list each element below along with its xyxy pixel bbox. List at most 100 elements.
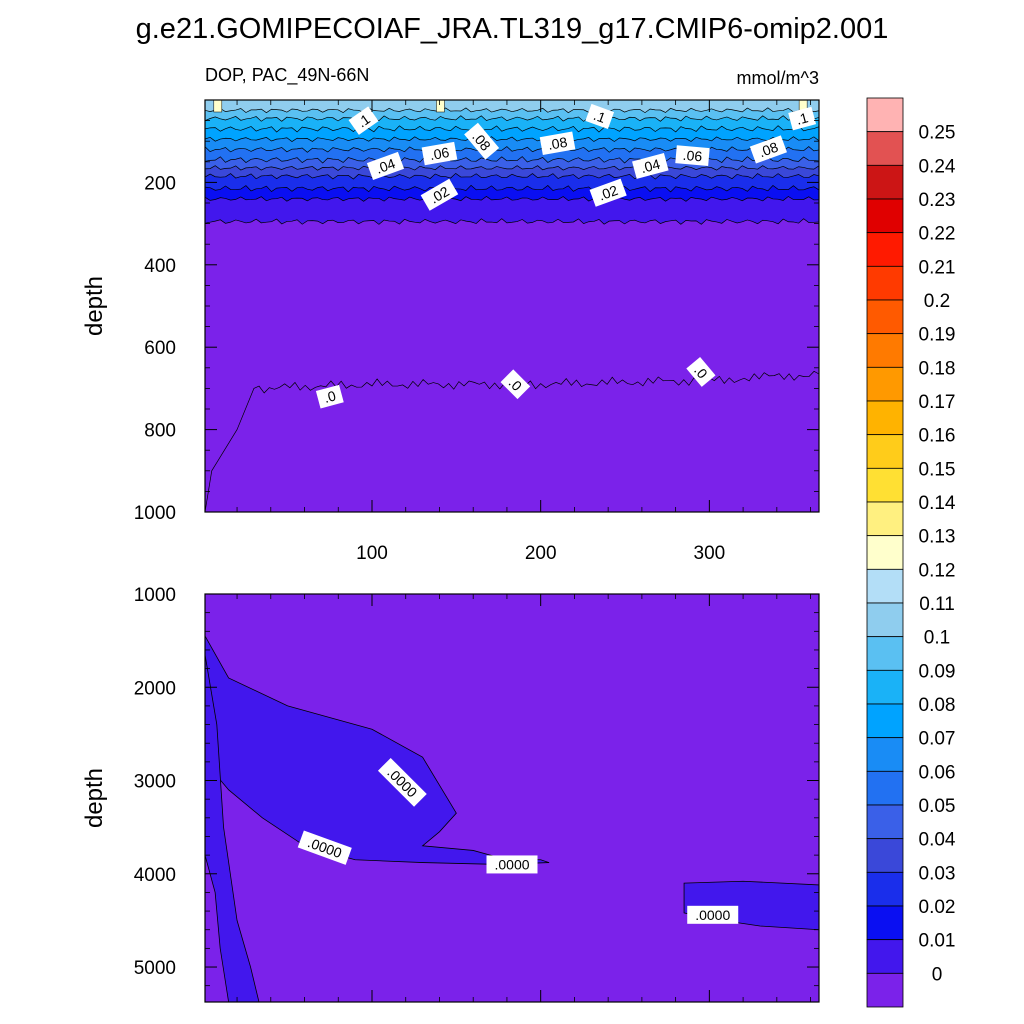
svg-text:.08: .08	[757, 139, 781, 161]
colorbar-label: 0.01	[919, 931, 956, 952]
upper-contour-line	[205, 165, 819, 171]
colorbar-swatch	[866, 265, 904, 301]
upper-ytick-label: 400	[144, 256, 176, 277]
upper-contour-label: .02	[589, 178, 627, 207]
upper-contour-line	[205, 136, 819, 143]
upper-depth-panel: .1.1.1.08.08.08.06.06.04.04.02.02.0.0.0 …	[81, 99, 820, 564]
colorbar-label: 0.13	[919, 527, 956, 548]
upper-surface-patch	[213, 100, 223, 113]
svg-text:.06: .06	[428, 144, 450, 163]
colorbar-swatch	[866, 770, 904, 806]
colorbar-label: 0.24	[919, 156, 956, 177]
colorbar-swatch	[866, 501, 904, 537]
upper-contour-line	[205, 172, 819, 180]
colorbar-swatch	[866, 636, 904, 671]
chart-title: g.e21.GOMIPECOIAF_JRA.TL319_g17.CMIP6-om…	[136, 13, 889, 45]
upper-contour-label: .04	[366, 151, 405, 181]
colorbar-swatch	[866, 568, 904, 604]
colorbar-label: 0.06	[919, 762, 956, 783]
colorbar-label: 0.03	[919, 863, 956, 884]
svg-text:.08: .08	[547, 134, 569, 153]
colorbar-label: 0.14	[919, 493, 956, 514]
upper-contour-line	[205, 146, 819, 153]
colorbar-label: 0.07	[919, 729, 956, 750]
colorbar-swatch	[866, 838, 904, 873]
colorbar-swatch	[866, 164, 904, 200]
colorbar-label: 0.11	[919, 594, 955, 615]
colorbar-label: 0.12	[919, 560, 956, 581]
svg-text:.0000: .0000	[494, 856, 529, 872]
colorbar: 0.25 0.24 0.23 0.22 0.21 0.2 0.19 0.18 0.17 0.16 0…	[866, 97, 956, 1008]
colorbar-swatch	[866, 972, 904, 1008]
svg-text:.06: .06	[682, 147, 703, 165]
upper-contour-label: .1	[348, 106, 379, 135]
svg-text:.1: .1	[591, 107, 608, 126]
lower-ytick-label: 3000	[134, 772, 176, 793]
upper-xtick-label: 300	[694, 543, 726, 564]
colorbar-label: 0.09	[919, 661, 956, 682]
colorbar-swatch	[866, 198, 904, 234]
lower-ytick-label: 1000	[134, 585, 176, 606]
upper-contour-line	[205, 156, 819, 164]
colorbar-swatch	[866, 299, 904, 335]
upper-ytick-label: 1000	[134, 503, 176, 524]
upper-axes: 200 400 600 800 1000 100 200 300	[134, 100, 819, 564]
colorbar-label: 0.25	[919, 123, 956, 144]
upper-contour-line	[205, 115, 819, 122]
lower-contour-label: .0000	[297, 830, 352, 865]
upper-zero-region	[205, 371, 819, 512]
colorbar-swatch	[866, 939, 904, 974]
colorbar-label: 0.15	[919, 459, 956, 480]
upper-contour-label: .0	[500, 369, 531, 400]
upper-ytick-label: 600	[144, 338, 176, 359]
upper-contour-line	[205, 125, 819, 133]
upper-surface-patch	[436, 100, 445, 113]
colorbar-label: 0.18	[919, 358, 956, 379]
svg-text:.04: .04	[374, 155, 398, 177]
lower-ytick-label: 4000	[134, 865, 176, 886]
colorbar-swatch	[866, 703, 904, 739]
lower-contour-labels: .0000.0000.0000.0000	[297, 757, 739, 924]
upper-contour-labels: .1.1.1.08.08.08.06.06.04.04.02.02.0.0.0	[315, 103, 817, 409]
upper-xtick-label: 200	[525, 543, 557, 564]
colorbar-label: 0	[932, 964, 943, 985]
colorbar-swatch	[866, 602, 904, 638]
colorbar-swatch	[866, 232, 904, 267]
svg-text:.0: .0	[322, 387, 338, 406]
colorbar-swatch	[866, 669, 904, 705]
colorbar-swatch	[866, 400, 904, 436]
colorbar-label: 0.1	[924, 628, 950, 649]
svg-text:.0000: .0000	[695, 907, 730, 923]
lower-contour-label: .0000	[687, 905, 739, 924]
colorbar-label: 0.2	[924, 291, 950, 312]
colorbar-swatch	[866, 467, 904, 503]
lower-depth-panel: .0000.0000.0000.0000 1000200030004000500…	[81, 585, 820, 1003]
colorbar-label: 0.23	[919, 190, 956, 211]
lower-contour-fills	[205, 594, 819, 1002]
svg-text:.1: .1	[794, 109, 810, 128]
colorbar-label: 0.08	[919, 695, 956, 716]
colorbar-label: 0.16	[919, 426, 956, 447]
upper-ytick-label: 800	[144, 421, 176, 442]
colorbar-swatch	[866, 871, 904, 907]
upper-contour-label: .0	[315, 384, 344, 409]
colorbar-label: 0.21	[919, 257, 956, 278]
colorbar-label: 0.02	[919, 897, 956, 918]
colorbar-swatch	[866, 97, 904, 133]
upper-contour-label: .1	[788, 106, 817, 131]
colorbar-label: 0.17	[919, 392, 956, 413]
colorbar-swatch	[866, 434, 904, 469]
upper-contour-label: .08	[539, 131, 576, 155]
lower-contour-region	[205, 654, 260, 1002]
colorbar-swatch	[866, 131, 904, 166]
colorbar-swatch	[866, 366, 904, 402]
lower-ytick-label: 5000	[134, 958, 176, 979]
variable-region-label: DOP, PAC_49N-66N	[205, 65, 369, 86]
colorbar-swatch	[866, 737, 904, 772]
svg-text:.04: .04	[639, 156, 662, 177]
upper-ylabel: depth	[81, 276, 108, 336]
upper-contour-label: .1	[585, 103, 615, 130]
colorbar-swatch	[866, 535, 904, 570]
upper-contour-line	[205, 196, 819, 202]
